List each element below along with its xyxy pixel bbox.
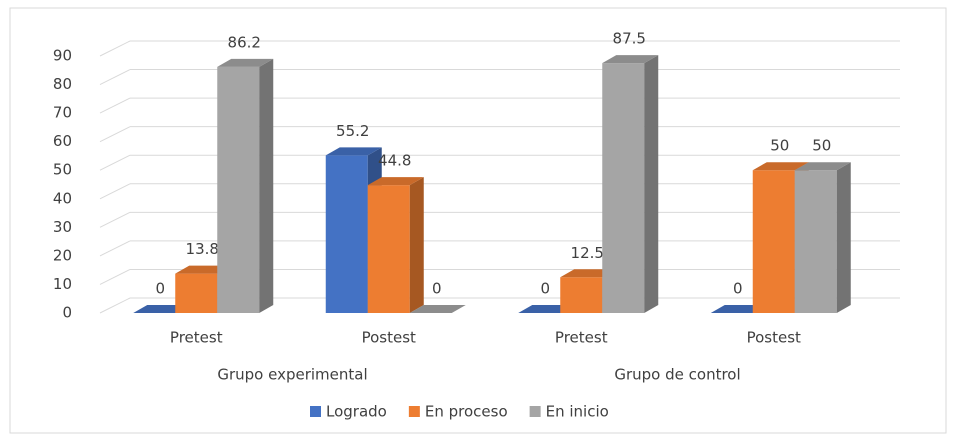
legend-swatch: [310, 406, 321, 417]
bar-front: [752, 170, 795, 313]
grid-line: [99, 69, 131, 86]
group-label: Grupo experimental: [217, 366, 367, 384]
y-tick-label: 50: [53, 161, 72, 179]
y-tick-label: 30: [53, 218, 72, 236]
data-label: 44.8: [378, 152, 411, 170]
data-label: 87.5: [613, 30, 646, 48]
legend-swatch: [529, 406, 541, 417]
bar-top: [794, 162, 851, 171]
x-tick-label: Pretest: [555, 329, 608, 347]
y-tick-label: 70: [53, 104, 72, 122]
x-tick-label: Pretest: [170, 329, 223, 347]
legend-label: En proceso: [425, 403, 508, 421]
bar-front: [560, 277, 603, 313]
legend-swatch: [408, 406, 420, 417]
grid-line: [99, 97, 131, 114]
bar-side: [644, 55, 659, 314]
bar-front: [367, 185, 410, 313]
data-label: 0: [155, 280, 165, 298]
grid-line: [99, 40, 131, 57]
grid-line: [99, 126, 131, 143]
bar-top: [602, 55, 659, 64]
y-tick-label: 60: [53, 132, 72, 150]
data-label: 86.2: [228, 33, 261, 51]
grid-line: [99, 240, 131, 257]
y-tick-label: 40: [53, 189, 72, 207]
bar-top: [367, 177, 424, 186]
bar-top: [325, 147, 382, 156]
bar: [794, 162, 851, 313]
group-label: Grupo de control: [614, 366, 740, 384]
bar: [602, 55, 659, 314]
bar-top: [752, 162, 809, 171]
data-label: 55.2: [336, 122, 369, 140]
bar: [217, 58, 274, 314]
x-tick-label: Postest: [362, 329, 416, 347]
data-label: 0: [432, 280, 442, 298]
bar-front: [325, 155, 368, 313]
grid-line: [99, 297, 131, 314]
bar-front: [217, 66, 260, 314]
bar-top: [217, 58, 274, 67]
y-tick-label: 0: [62, 304, 72, 322]
grid-line: [99, 183, 131, 200]
y-tick-label: 20: [53, 246, 72, 264]
data-label: 0: [540, 280, 550, 298]
data-label: 12.5: [571, 244, 604, 262]
bar-side: [836, 162, 851, 313]
grid-line: [99, 211, 131, 228]
bar-front: [175, 273, 218, 313]
data-label: 13.8: [186, 240, 219, 258]
y-tick-label: 90: [53, 47, 72, 65]
bar-front: [794, 170, 837, 313]
bar: [367, 177, 424, 313]
bar-side: [409, 177, 424, 313]
x-tick-label: Postest: [747, 329, 801, 347]
y-tick-label: 80: [53, 75, 72, 93]
legend-label: En inicio: [546, 403, 609, 421]
bar-front: [602, 63, 645, 314]
grid-line: [99, 154, 131, 171]
legend-label: Logrado: [326, 403, 387, 421]
y-tick-label: 10: [53, 275, 72, 293]
data-label: 50: [812, 137, 831, 155]
bar: [409, 305, 466, 313]
bar-top: [409, 305, 466, 313]
data-label: 50: [770, 137, 789, 155]
grid-line: [99, 268, 131, 285]
data-label: 0: [733, 280, 743, 298]
bar-side: [259, 58, 274, 314]
